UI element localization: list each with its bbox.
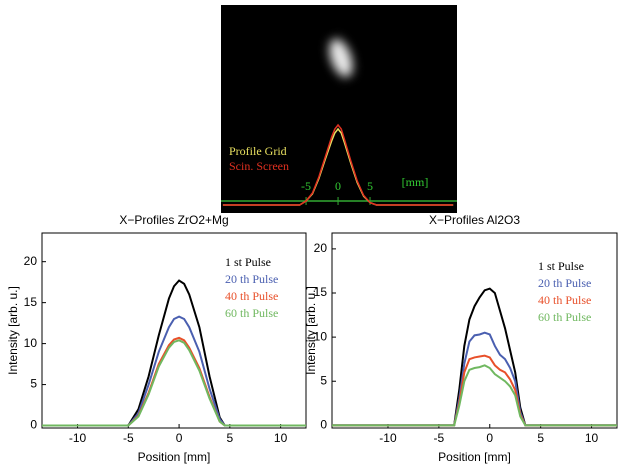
x-tick-label: 5: [537, 431, 544, 445]
series-line: [42, 339, 306, 427]
y-axis-label: Intensity [arb. u.]: [6, 286, 20, 375]
y-tick-label: 0: [30, 418, 37, 432]
y-tick-label: 15: [314, 285, 328, 299]
x-tick-label: 10: [274, 431, 288, 445]
plot-frame: [41, 232, 307, 429]
x-axis-label: [mm]: [402, 175, 429, 189]
legend-label: 40 th Pulse: [225, 289, 278, 303]
x-tick-label: 0: [176, 431, 183, 445]
x-tick-label: -10: [69, 431, 87, 445]
series-line: [42, 336, 306, 427]
beam-spot: [329, 38, 353, 78]
legend-label: 1 st Pulse: [538, 259, 584, 273]
y-tick-label: 20: [314, 241, 328, 255]
legend-label: 1 st Pulse: [225, 255, 271, 269]
y-tick-label: 10: [314, 329, 328, 343]
legend-label: 20 th Pulse: [225, 272, 278, 286]
y-tick-label: 5: [30, 377, 37, 391]
y-tick-label: 15: [24, 295, 38, 309]
series-line: [222, 123, 454, 206]
x-tick-label: 5: [367, 179, 373, 193]
x-tick-label: 0: [486, 431, 493, 445]
series-line: [42, 315, 306, 427]
y-tick-label: 5: [320, 373, 327, 387]
legend-label: 40 th Pulse: [538, 293, 591, 307]
chart-title: X−Profiles Al2O3: [429, 213, 520, 227]
y-axis-label: Intensity [arb. u.]: [304, 286, 318, 375]
series-line: [332, 331, 617, 427]
x-tick-label: 5: [227, 431, 234, 445]
x-tick-label: 10: [585, 431, 599, 445]
x-tick-label: -5: [123, 431, 134, 445]
chart-title: X−Profiles ZrO2+Mg: [119, 213, 228, 227]
legend-label: Scin. Screen: [229, 159, 289, 173]
x-axis-label: Position [mm]: [138, 450, 211, 464]
series-line: [42, 279, 306, 427]
x-tick-label: -5: [301, 179, 311, 193]
legend-label: 20 th Pulse: [538, 276, 591, 290]
legend-label: 60 th Pulse: [225, 306, 278, 320]
series-line: [332, 287, 617, 427]
x-tick-label: -5: [434, 431, 445, 445]
y-tick-label: 10: [24, 336, 38, 350]
legend-label: Profile Grid: [229, 144, 287, 158]
x-axis-label: Position [mm]: [438, 450, 511, 464]
x-tick-label: -10: [379, 431, 397, 445]
plot-frame: [331, 232, 618, 429]
y-tick-label: 20: [24, 254, 38, 268]
series-line: [332, 354, 617, 427]
y-tick-label: 0: [320, 418, 327, 432]
legend-label: 60 th Pulse: [538, 310, 591, 324]
x-tick-label: 0: [335, 179, 341, 193]
series-line: [332, 364, 617, 427]
